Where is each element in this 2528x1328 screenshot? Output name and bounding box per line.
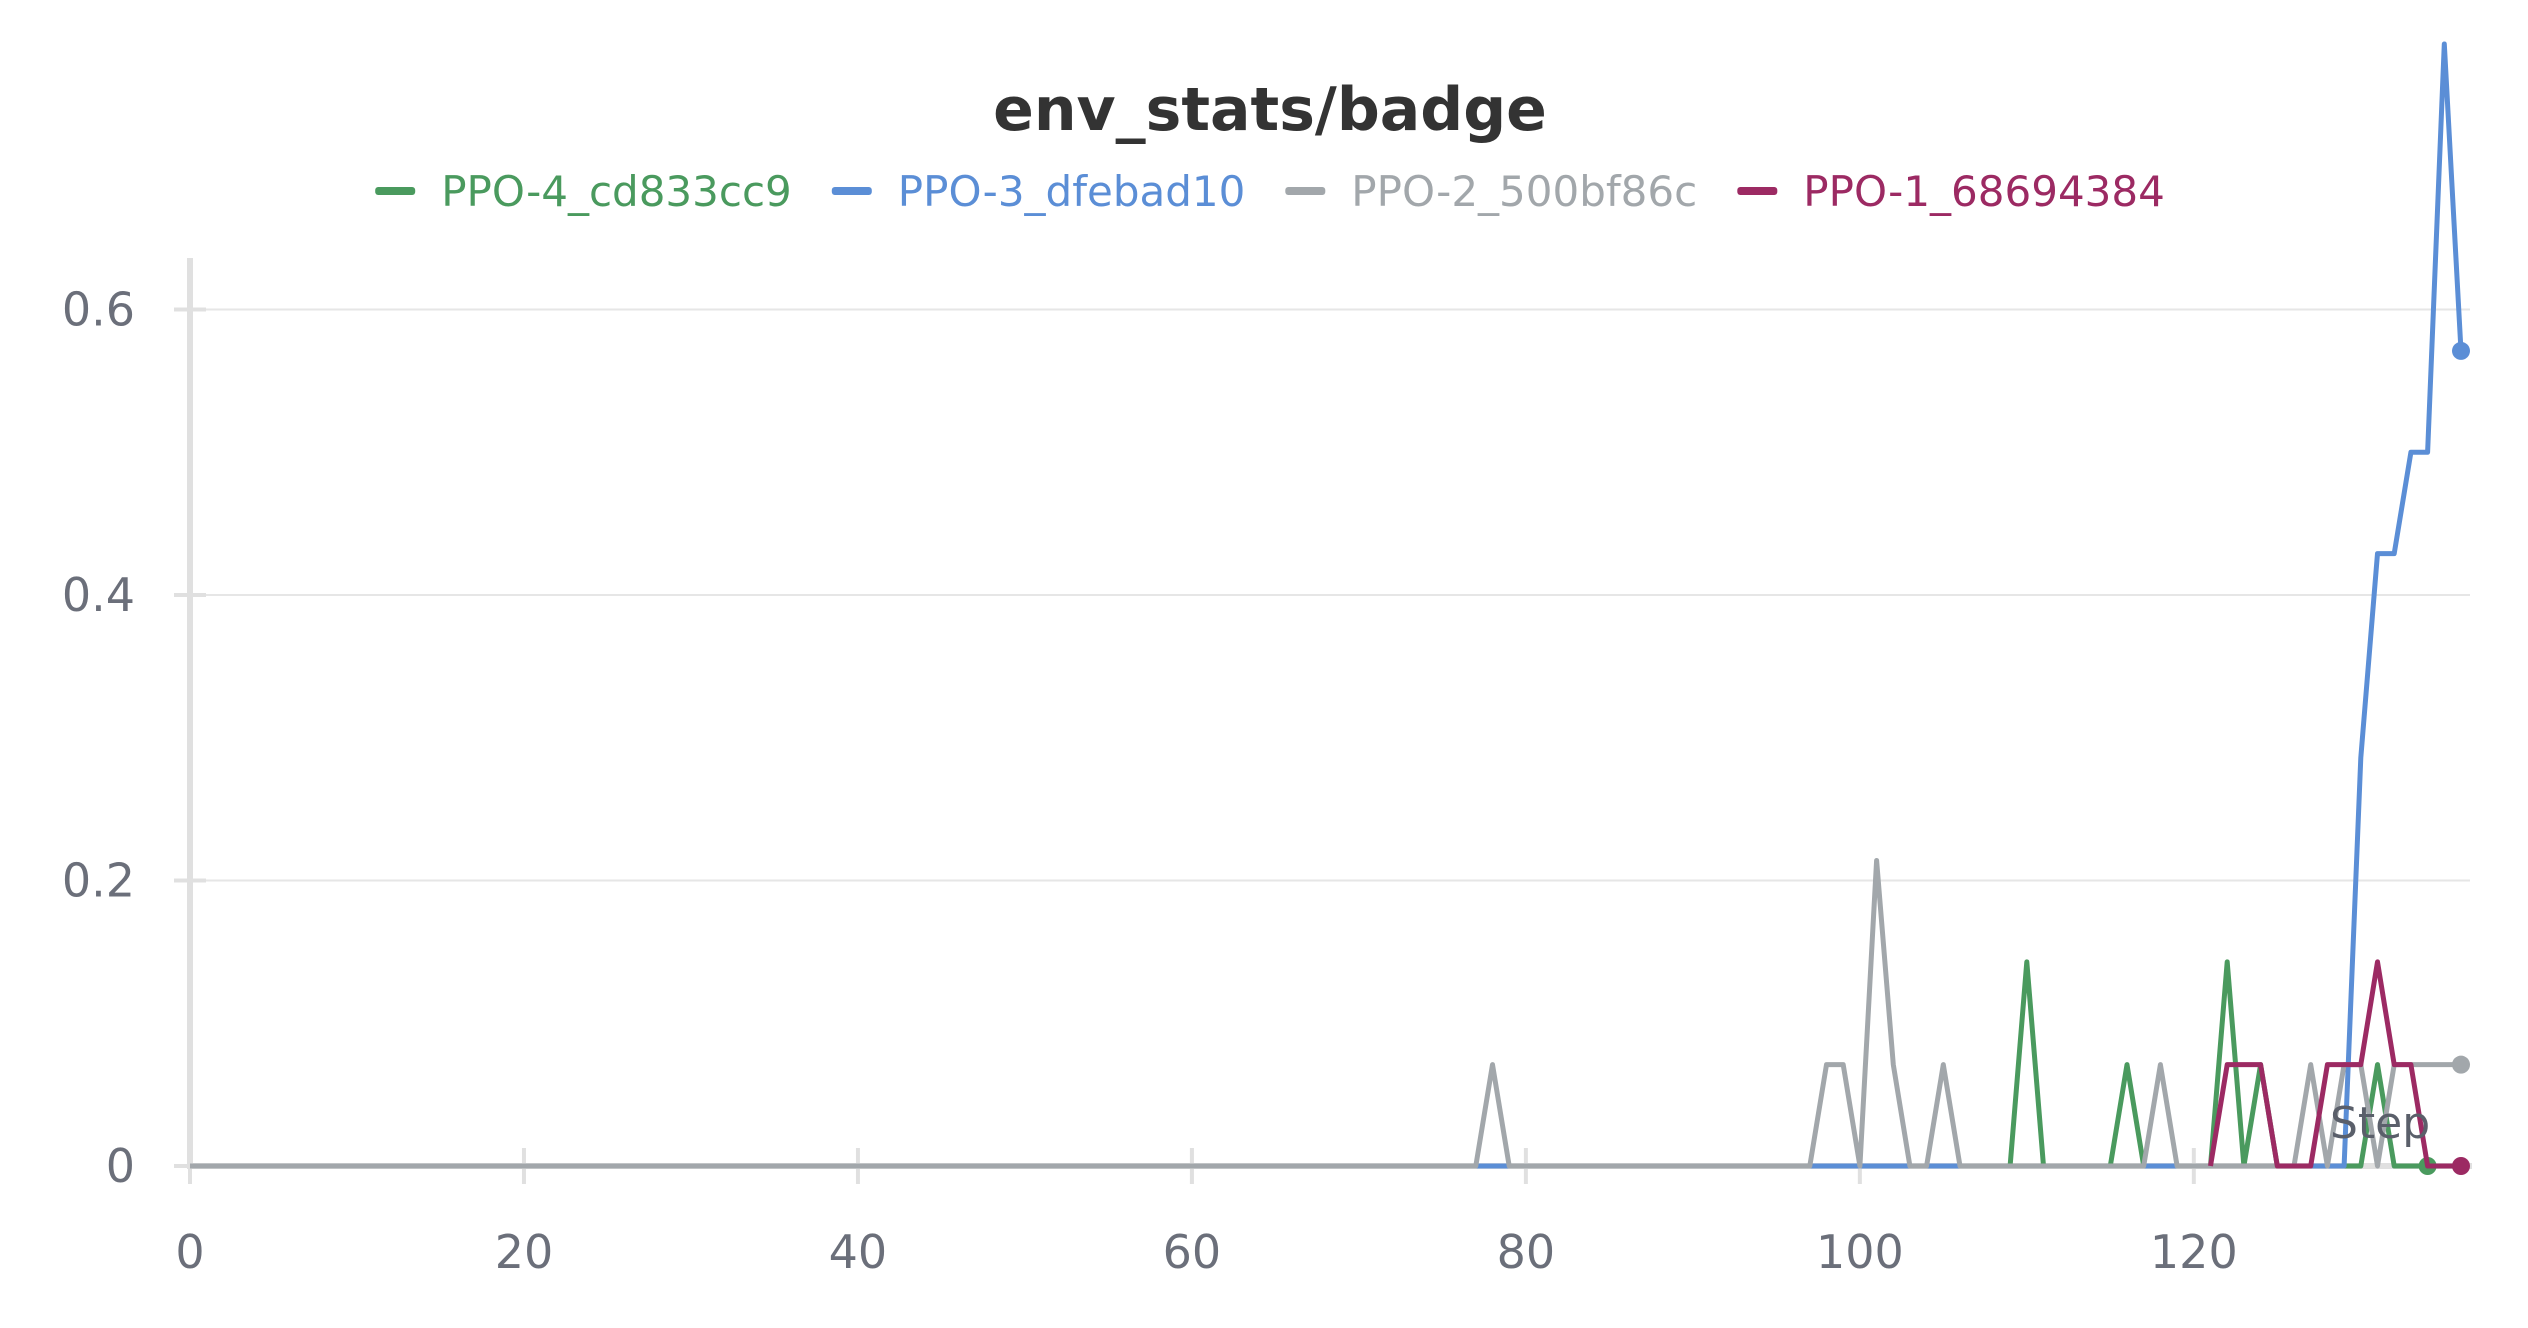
grid-lines — [190, 308, 2470, 882]
x-axis-label: Step — [2330, 1098, 2430, 1149]
y-tick-label: 0.6 — [62, 283, 135, 337]
legend-item[interactable]: PPO-3_dfebad10 — [831, 167, 1246, 216]
x-tick-label: 20 — [495, 1225, 554, 1279]
x-tick-label: 60 — [1163, 1225, 1222, 1279]
y-tick-label: 0 — [106, 1139, 135, 1193]
series-end-marker — [2452, 1055, 2470, 1074]
series-line — [190, 41, 2464, 1169]
series-line — [190, 959, 2428, 1169]
x-tick-label: 0 — [175, 1225, 204, 1279]
legend-label: PPO-2_500bf86c — [1351, 167, 1697, 216]
legend-item[interactable]: PPO-4_cd833cc9 — [375, 167, 792, 216]
axes — [174, 258, 2472, 1184]
y-tick-label: 0.4 — [62, 568, 135, 622]
series-end-marker — [2452, 341, 2470, 360]
series-lines — [190, 41, 2470, 1175]
tick-labels: 0 20 40 60 80 100 120 0 0.2 0.4 0.6 — [62, 283, 2238, 1280]
legend-label: PPO-4_cd833cc9 — [441, 167, 792, 216]
legend-swatch — [831, 187, 872, 195]
chart-title: env_stats/badge — [993, 75, 1547, 145]
x-tick-label: 80 — [1497, 1225, 1556, 1279]
legend-swatch — [375, 187, 416, 195]
legend-swatch — [1285, 187, 1326, 195]
legend-item[interactable]: PPO-2_500bf86c — [1285, 167, 1697, 216]
legend-label: PPO-1_68694384 — [1803, 167, 2165, 216]
legend-label: PPO-3_dfebad10 — [898, 167, 1246, 216]
legend-item[interactable]: PPO-1_68694384 — [1737, 167, 2165, 216]
y-tick-label: 0.2 — [62, 854, 135, 908]
legend: PPO-4_cd833cc9 PPO-3_dfebad10 PPO-2_500bf8… — [375, 167, 2165, 216]
x-tick-label: 120 — [2150, 1225, 2238, 1279]
series-line — [2208, 959, 2461, 1169]
x-tick-label: 40 — [829, 1225, 888, 1279]
legend-swatch — [1737, 187, 1778, 195]
x-tick-label: 100 — [1816, 1225, 1904, 1279]
series-end-marker — [2452, 1157, 2470, 1175]
